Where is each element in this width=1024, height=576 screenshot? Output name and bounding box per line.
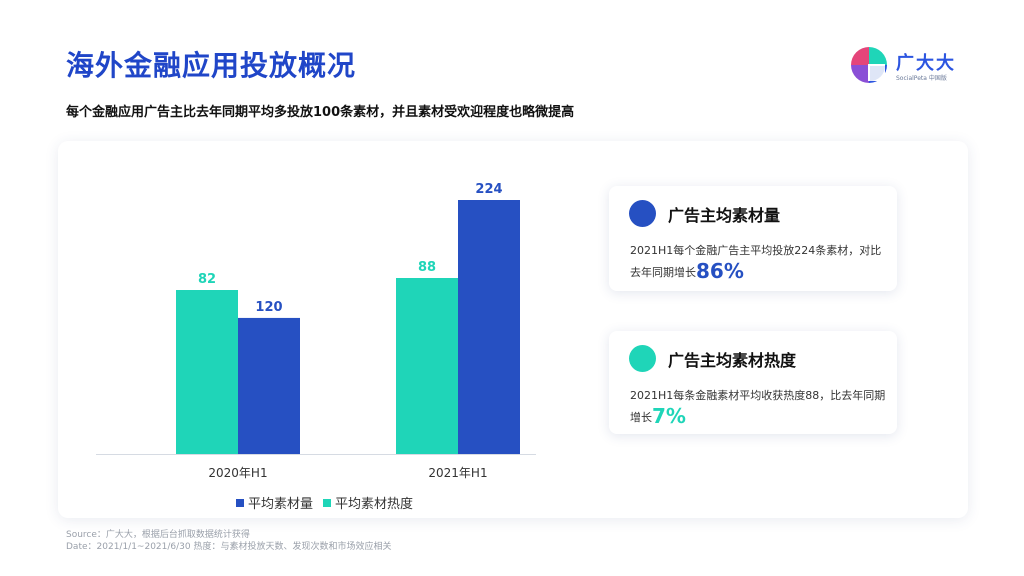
data-label: 88: [418, 260, 436, 275]
x-tick-label: 2021年H1: [428, 466, 487, 480]
page-subtitle: 每个金融应用广告主比去年同期平均多投放100条素材，并且素材受欢迎程度也略微提高: [66, 105, 575, 120]
legend-label: 平均素材量: [248, 497, 314, 512]
teal-dot-icon: [629, 345, 656, 372]
brand-logo: 广大大 SocialPeta 中国版: [851, 47, 971, 87]
info-card-material-heat: 广告主均素材热度 2021H1每条金融素材平均收获热度88，比去年同期增长7%: [609, 331, 897, 434]
logo-mark-icon: [851, 47, 887, 83]
info-card-material-count: 广告主均素材量 2021H1每个金融广告主平均投放224条素材，对比去年同期增长…: [609, 186, 897, 291]
info-card-heading: 广告主均素材热度: [668, 351, 797, 370]
chart-legend: 平均素材量 平均素材热度: [236, 493, 423, 512]
x-tick-label: 2020年H1: [208, 466, 267, 480]
bar-count: [238, 317, 300, 454]
footer-notes: Source：广大大，根据后台抓取数据统计获得 Date：2021/1/1~20…: [66, 529, 391, 553]
info-card-sentence: 2021H1每个金融广告主平均投放224条素材，对比去年同期增长: [630, 244, 882, 279]
data-label: 82: [198, 272, 216, 287]
legend-item: 平均素材量: [236, 493, 313, 512]
logo-subtitle: SocialPeta 中国版: [896, 75, 947, 82]
logo-name: 广大大: [896, 53, 956, 74]
legend-label: 平均素材热度: [335, 497, 414, 512]
info-card-sentence: 2021H1每条金融素材平均收获热度88，比去年同期增长: [630, 389, 886, 424]
info-card-text: 2021H1每个金融广告主平均投放224条素材，对比去年同期增长86%: [630, 240, 892, 283]
footer-date: Date：2021/1/1~2021/6/30 热度：与素材投放天数、发现次数和…: [66, 542, 392, 552]
bar-heat: [396, 278, 458, 454]
footer-source: Source：广大大，根据后台抓取数据统计获得: [66, 530, 250, 540]
info-card-highlight: 86%: [696, 259, 744, 283]
legend-item: 平均素材热度: [323, 493, 413, 512]
legend-swatch-icon: [323, 498, 332, 507]
page-title: 海外金融应用投放概况: [66, 49, 357, 82]
blue-dot-icon: [629, 200, 656, 227]
data-label: 224: [475, 182, 502, 197]
legend-swatch-icon: [236, 498, 244, 507]
data-label: 120: [255, 300, 282, 315]
info-card-heading: 广告主均素材量: [668, 206, 781, 225]
info-card-text: 2021H1每条金融素材平均收获热度88，比去年同期增长7%: [630, 385, 892, 428]
info-card-highlight: 7%: [652, 404, 686, 428]
bar-heat: [176, 290, 238, 454]
bar-count: [458, 200, 520, 454]
